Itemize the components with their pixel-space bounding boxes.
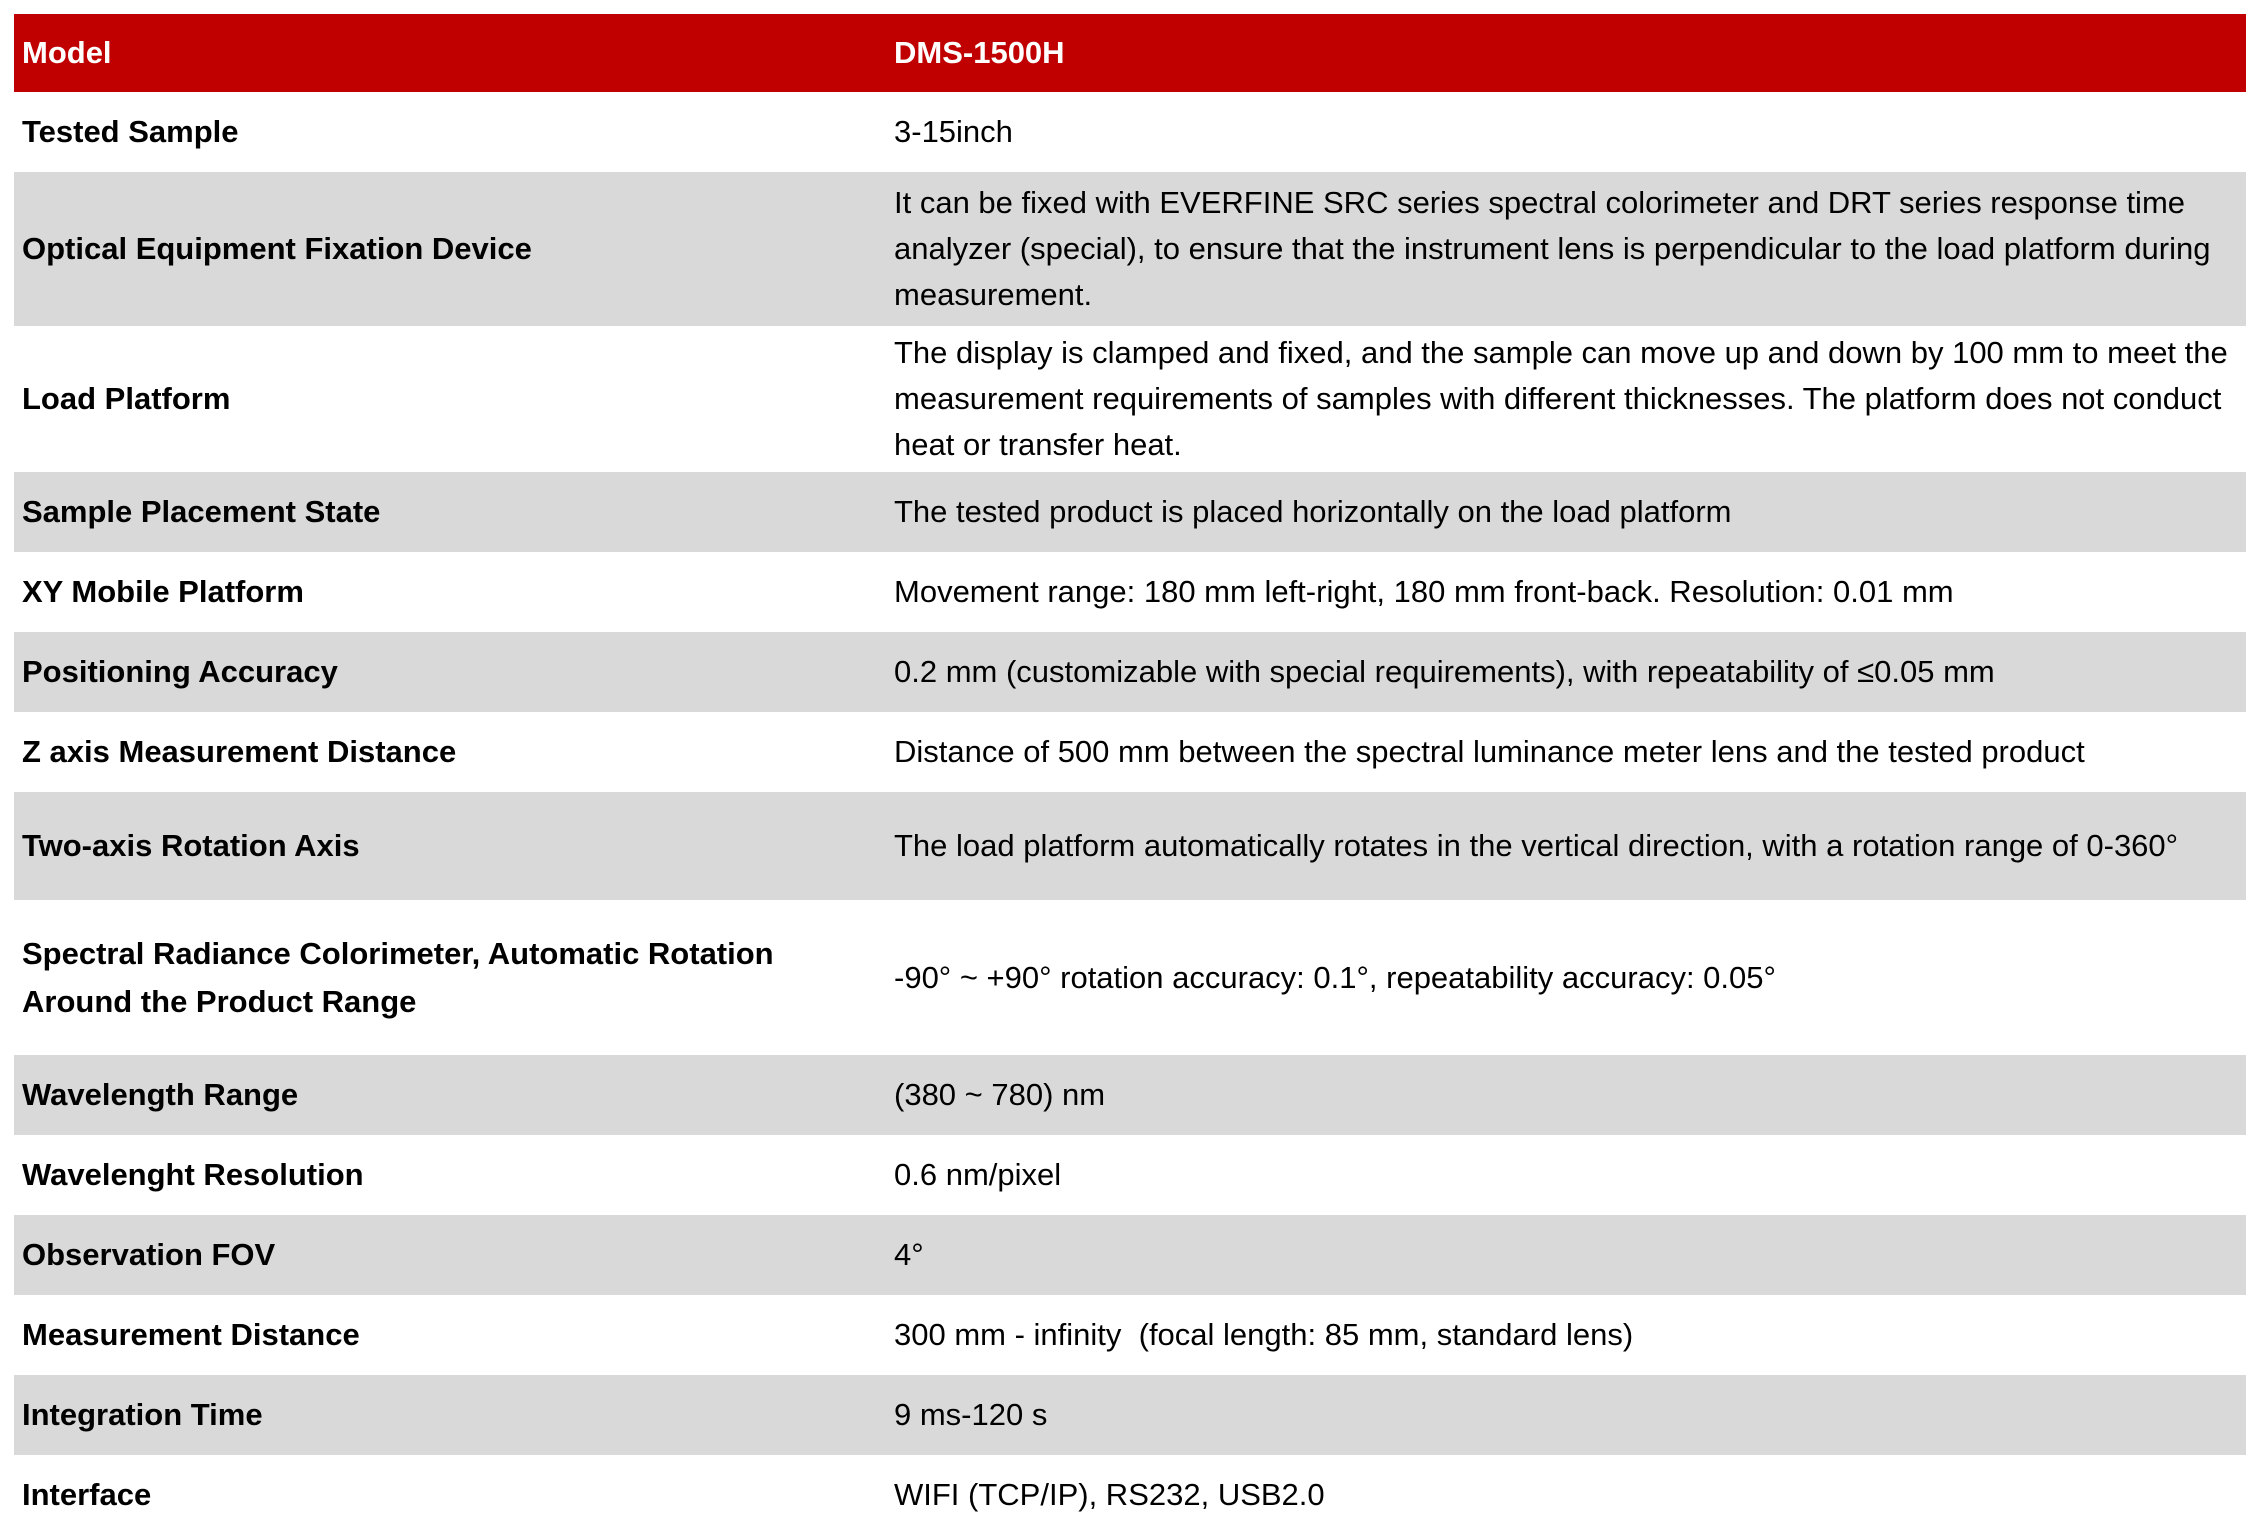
table-row: Wavelenght Resolution 0.6 nm/pixel [14, 1135, 2246, 1215]
row-label: Tested Sample [22, 114, 239, 149]
table-row: Sample Placement State The tested product… [14, 472, 2246, 552]
row-value: Distance of 500 mm between the spectral … [894, 734, 2085, 769]
table-row: Tested Sample 3-15inch [14, 92, 2246, 172]
table-row: Load Platform The display is clamped and … [14, 326, 2246, 472]
header-label: Model [14, 14, 886, 92]
row-value: (380 ~ 780) nm [886, 1055, 2246, 1135]
row-value: The load platform automatically rotates … [886, 792, 2246, 900]
row-label: Integration Time [14, 1375, 886, 1455]
row-value: 300 mm - infinity (focal length: 85 mm, … [894, 1317, 1634, 1352]
row-label: Positioning Accuracy [14, 632, 886, 712]
table-row: Measurement Distance 300 mm - infinity (f… [14, 1295, 2246, 1375]
row-value: 9 ms-120 s [886, 1375, 2246, 1455]
row-label: Wavelength Range [14, 1055, 886, 1135]
row-label: Interface [22, 1477, 152, 1512]
row-value: 3-15inch [894, 114, 1013, 149]
table-row: Observation FOV 4° [14, 1215, 2246, 1295]
row-label: Spectral Radiance Colorimeter, Automatic… [22, 935, 774, 1019]
table-row: Z axis Measurement Distance Distance of 5… [14, 712, 2246, 792]
row-label: XY Mobile Platform [22, 574, 304, 609]
row-label: Z axis Measurement Distance [22, 734, 457, 769]
table-row: Integration Time 9 ms-120 s [14, 1375, 2246, 1455]
row-label: Two-axis Rotation Axis [14, 792, 886, 900]
table-row: Optical Equipment Fixation Device It can … [14, 172, 2246, 326]
table-row: Spectral Radiance Colorimeter, Automatic… [14, 900, 2246, 1055]
table-row: XY Mobile Platform Movement range: 180 mm… [14, 552, 2246, 632]
row-label: Optical Equipment Fixation Device [14, 172, 886, 326]
row-label: Wavelenght Resolution [22, 1157, 364, 1192]
row-label: Measurement Distance [22, 1317, 360, 1352]
row-value: The display is clamped and fixed, and th… [894, 335, 2228, 462]
spec-table: Model DMS-1500H Tested Sample 3-15inch Op… [14, 14, 2246, 1535]
row-value: 0.6 nm/pixel [894, 1157, 1062, 1192]
row-label: Sample Placement State [14, 472, 886, 552]
table-row: Positioning Accuracy 0.2 mm (customizable… [14, 632, 2246, 712]
row-value: 0.2 mm (customizable with special requir… [886, 632, 2246, 712]
table-row: Wavelength Range (380 ~ 780) nm [14, 1055, 2246, 1135]
row-value: -90° ~ +90° rotation accuracy: 0.1°, rep… [894, 959, 1776, 995]
row-label: Observation FOV [14, 1215, 886, 1295]
table-row: Interface WIFI (TCP/IP), RS232, USB2.0 [14, 1455, 2246, 1535]
row-value: The tested product is placed horizontall… [886, 472, 2246, 552]
row-value: Movement range: 180 mm left-right, 180 m… [894, 574, 1954, 609]
header-value: DMS-1500H [886, 14, 2246, 92]
table-header-row: Model DMS-1500H [14, 14, 2246, 92]
row-value: 4° [886, 1215, 2246, 1295]
row-label: Load Platform [22, 381, 231, 416]
row-value: WIFI (TCP/IP), RS232, USB2.0 [894, 1477, 1325, 1512]
row-value: It can be fixed with EVERFINE SRC series… [886, 172, 2246, 326]
table-row: Two-axis Rotation Axis The load platform … [14, 792, 2246, 900]
